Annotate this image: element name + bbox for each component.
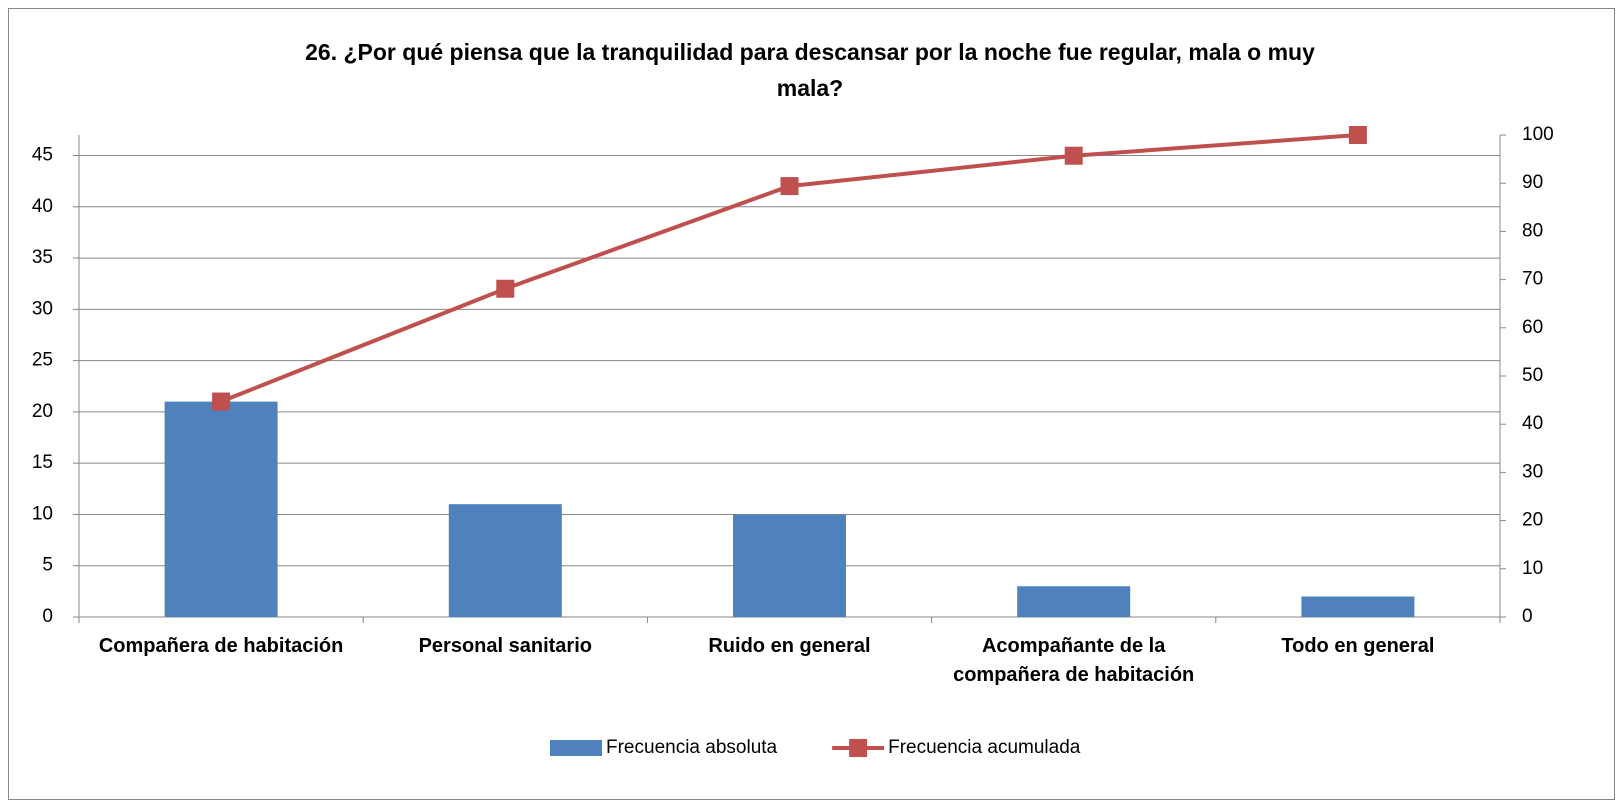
y-tick-label: 45 <box>32 145 53 166</box>
bar <box>164 401 278 617</box>
chart-border <box>8 8 1615 800</box>
y-tick-label: 25 <box>32 350 53 371</box>
y2-tick-label: 70 <box>1522 269 1543 290</box>
y-tick-label: 40 <box>32 196 53 217</box>
y2-tick-label: 0 <box>1522 606 1533 627</box>
y2-tick-label: 50 <box>1522 365 1543 386</box>
y2-tick-label: 80 <box>1522 220 1543 241</box>
y2-tick-label: 40 <box>1522 413 1543 434</box>
marker <box>1348 126 1367 144</box>
chart-title: 26. ¿Por qué piensa que la tranquilidad … <box>305 39 1315 101</box>
x-tick-label: Compañera de habitación <box>98 635 344 657</box>
y2-tick-label: 60 <box>1522 317 1543 338</box>
legend-label: Frecuencia absoluta <box>606 737 778 758</box>
marker <box>780 177 799 196</box>
y-tick-label: 20 <box>32 401 53 422</box>
marker <box>1064 146 1083 165</box>
y-tick-label: 10 <box>32 503 53 524</box>
legend-swatch <box>550 740 602 756</box>
y-tick-label: 35 <box>32 247 53 268</box>
x-tick-label: Acompañante de la compañera de habitació… <box>953 635 1195 686</box>
y2-tick-label: 100 <box>1522 124 1554 145</box>
marker <box>496 279 515 298</box>
y-tick-label: 30 <box>32 298 53 319</box>
y-tick-label: 0 <box>42 606 53 627</box>
y2-tick-label: 20 <box>1522 510 1543 531</box>
y2-tick-label: 10 <box>1522 558 1543 579</box>
bar <box>1301 596 1415 617</box>
legend-label: Frecuencia acumulada <box>888 737 1081 758</box>
x-tick-label: Todo en general <box>1281 635 1435 657</box>
y-tick-label: 15 <box>32 452 53 473</box>
marker <box>212 392 231 411</box>
y-tick-label: 5 <box>42 555 53 576</box>
y2-tick-label: 30 <box>1522 461 1543 482</box>
x-tick-label: Ruido en general <box>708 635 871 657</box>
legend-swatch <box>849 739 868 757</box>
bar <box>733 514 846 617</box>
line <box>220 133 1359 404</box>
y2-tick-label: 90 <box>1522 172 1543 193</box>
x-tick-label: Personal sanitario <box>418 635 592 657</box>
bar <box>448 504 562 617</box>
bar <box>1017 586 1131 617</box>
